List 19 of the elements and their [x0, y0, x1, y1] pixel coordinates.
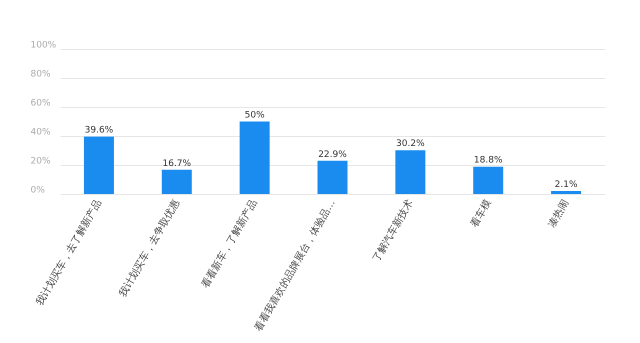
x-tick-label: 了解汽车新技术 — [370, 198, 416, 264]
data-label: 16.7% — [162, 158, 192, 169]
data-label: 30.2% — [396, 139, 426, 150]
x-tick-label: 我计划买车，去争取优惠 — [116, 198, 182, 299]
x-tick-label: 凑热闹 — [546, 198, 572, 230]
data-label: 39.6% — [84, 126, 114, 136]
x-tick-label: 我计划买车，去了解新产品 — [34, 198, 104, 308]
y-tick-label: 0% — [30, 186, 46, 196]
y-tick-label: 40% — [30, 128, 51, 138]
data-label: 18.8% — [474, 156, 503, 166]
data-label: 2.1% — [554, 180, 578, 190]
y-tick-label: 60% — [30, 98, 51, 108]
x-tick-label: 看看新车，了解新产品 — [199, 198, 260, 290]
y-tick-label: 80% — [30, 70, 51, 80]
x-tick-label: 看车模 — [468, 198, 494, 230]
y-tick-label: 100% — [30, 40, 57, 50]
data-label: 22.9% — [318, 150, 348, 160]
data-label: 50% — [244, 110, 266, 120]
y-tick-label: 20% — [30, 156, 51, 166]
